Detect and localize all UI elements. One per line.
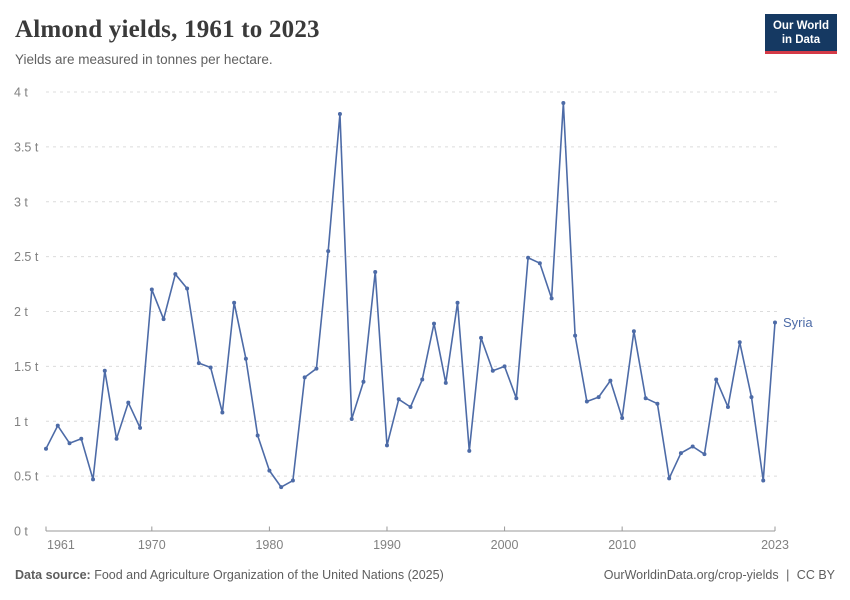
data-point[interactable] xyxy=(549,296,554,301)
data-point[interactable] xyxy=(702,452,707,457)
y-tick-label: 3 t xyxy=(14,195,28,209)
page-title: Almond yields, 1961 to 2023 xyxy=(15,16,320,43)
data-point[interactable] xyxy=(102,368,107,373)
data-point[interactable] xyxy=(432,321,437,326)
y-tick-label: 1.5 t xyxy=(14,360,39,374)
data-point[interactable] xyxy=(44,446,48,451)
y-tick-label: 0.5 t xyxy=(14,470,39,484)
y-tick-label: 2.5 t xyxy=(14,250,39,264)
data-point[interactable] xyxy=(455,300,460,305)
footer-license-link[interactable]: CC BY xyxy=(796,568,835,582)
data-point[interactable] xyxy=(361,379,366,384)
data-point[interactable] xyxy=(67,441,72,446)
data-point[interactable] xyxy=(91,477,96,482)
data-source-text: Food and Agriculture Organization of the… xyxy=(94,568,444,582)
data-point[interactable] xyxy=(337,111,342,116)
owid-logo[interactable]: Our World in Data xyxy=(764,14,837,54)
data-point[interactable] xyxy=(537,261,542,266)
data-point[interactable] xyxy=(126,400,131,405)
data-point[interactable] xyxy=(561,100,566,105)
data-point[interactable] xyxy=(326,249,331,254)
data-point[interactable] xyxy=(138,425,143,430)
data-point[interactable] xyxy=(302,375,307,380)
y-tick-label: 4 t xyxy=(14,86,28,100)
data-point[interactable] xyxy=(443,380,448,385)
data-point[interactable] xyxy=(420,377,425,382)
data-point[interactable] xyxy=(526,255,531,260)
footer-divider: | xyxy=(786,568,790,582)
data-source-label: Data source: xyxy=(15,568,91,582)
page-footer: Data source: Food and Agriculture Organi… xyxy=(15,568,835,582)
data-point[interactable] xyxy=(608,378,613,383)
owid-logo-line2: in Data xyxy=(781,34,821,47)
data-point[interactable] xyxy=(596,395,601,400)
owid-logo-line1: Our World xyxy=(772,20,829,32)
data-point[interactable] xyxy=(761,478,766,483)
line-series-syria[interactable] xyxy=(45,102,776,488)
data-point[interactable] xyxy=(396,397,401,402)
data-point[interactable] xyxy=(620,415,625,420)
x-tick-label: 2023 xyxy=(761,538,789,552)
footer-links: OurWorldinData.org/crop-yields | CC BY xyxy=(604,568,835,582)
data-point[interactable] xyxy=(408,404,413,409)
data-point[interactable] xyxy=(514,396,519,401)
data-point[interactable] xyxy=(749,395,754,400)
data-point[interactable] xyxy=(314,366,319,371)
data-point[interactable] xyxy=(384,443,389,448)
page-subtitle: Yields are measured in tonnes per hectar… xyxy=(15,52,273,67)
y-tick-label: 3.5 t xyxy=(14,140,39,154)
data-point[interactable] xyxy=(114,436,119,441)
footer-url-link[interactable]: OurWorldinData.org/crop-yields xyxy=(603,568,779,582)
y-tick-label: 0 t xyxy=(14,525,28,539)
data-point[interactable] xyxy=(502,364,507,369)
data-point[interactable] xyxy=(55,423,60,428)
data-point[interactable] xyxy=(631,329,636,334)
data-point[interactable] xyxy=(737,340,742,345)
data-point[interactable] xyxy=(243,356,248,361)
y-tick-label: 1 t xyxy=(14,415,28,429)
data-point[interactable] xyxy=(467,448,472,453)
data-point[interactable] xyxy=(149,287,154,292)
data-point[interactable] xyxy=(373,269,378,274)
data-point[interactable] xyxy=(232,300,237,305)
data-source: Data source: Food and Agriculture Organi… xyxy=(15,568,444,582)
data-point[interactable] xyxy=(479,335,484,340)
data-point[interactable] xyxy=(279,485,284,490)
data-point[interactable] xyxy=(573,333,578,338)
data-point[interactable] xyxy=(79,436,84,441)
x-tick-label: 1990 xyxy=(373,538,401,552)
x-tick-label: 2000 xyxy=(491,538,519,552)
data-point[interactable] xyxy=(220,410,225,415)
x-tick-label: 1961 xyxy=(47,538,75,552)
data-point[interactable] xyxy=(290,478,295,483)
data-point[interactable] xyxy=(643,396,648,401)
x-tick-label: 1980 xyxy=(255,538,283,552)
data-point[interactable] xyxy=(690,444,695,449)
series-label[interactable]: Syria xyxy=(783,315,813,330)
data-point[interactable] xyxy=(196,361,201,366)
data-point[interactable] xyxy=(714,377,719,382)
data-point[interactable] xyxy=(655,401,660,406)
data-point[interactable] xyxy=(773,320,777,325)
data-point[interactable] xyxy=(725,404,730,409)
data-point[interactable] xyxy=(208,365,213,370)
data-point[interactable] xyxy=(678,451,683,456)
data-point[interactable] xyxy=(173,272,178,277)
y-tick-label: 2 t xyxy=(14,305,28,319)
data-point[interactable] xyxy=(584,399,589,404)
data-point[interactable] xyxy=(161,317,166,322)
data-point[interactable] xyxy=(267,468,272,473)
data-point[interactable] xyxy=(667,476,672,481)
data-point[interactable] xyxy=(185,286,190,291)
data-point[interactable] xyxy=(255,433,260,438)
data-point[interactable] xyxy=(349,417,354,422)
data-point[interactable] xyxy=(490,368,495,373)
x-tick-label: 2010 xyxy=(608,538,636,552)
x-tick-label: 1970 xyxy=(138,538,166,552)
